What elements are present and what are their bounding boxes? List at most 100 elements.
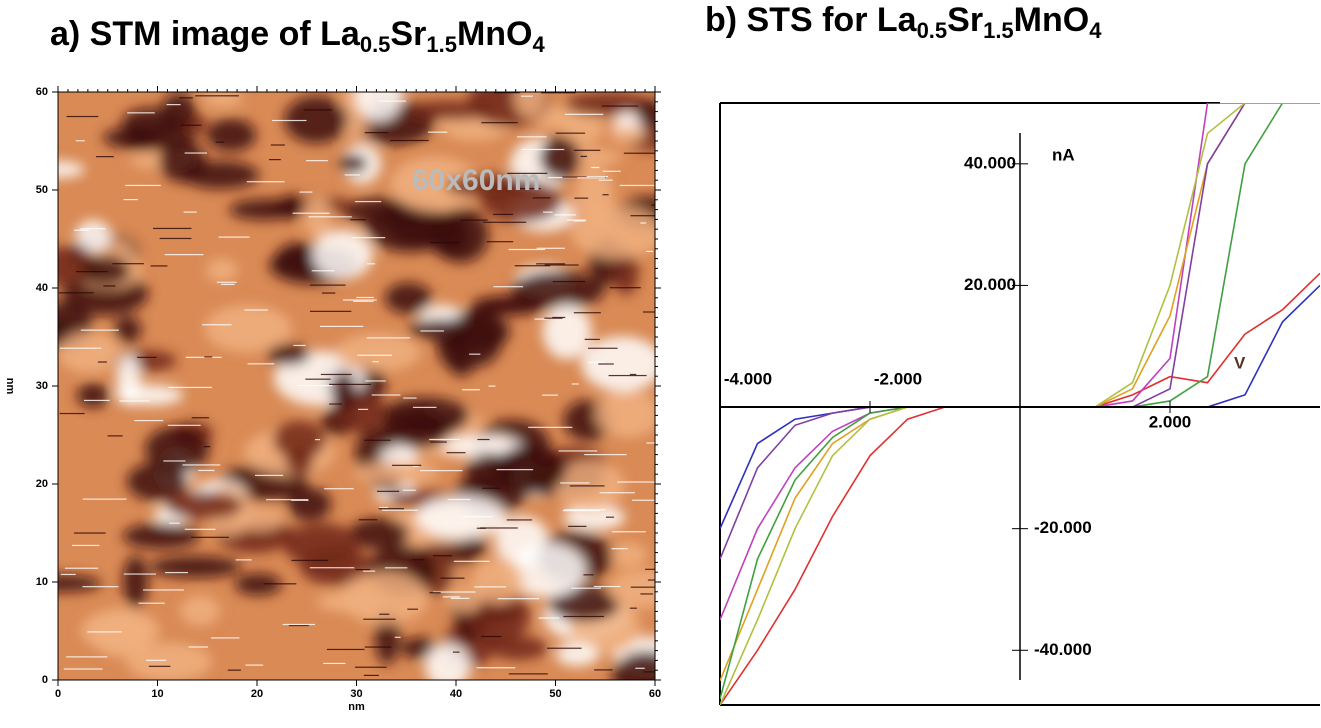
scan-streak — [506, 519, 533, 521]
scan-streak — [377, 490, 400, 492]
scan-streak — [407, 608, 418, 610]
scan-streak — [583, 574, 594, 576]
scan-streak — [266, 499, 309, 501]
scan-streak — [536, 247, 565, 249]
scan-streak — [412, 406, 437, 408]
scan-streak — [536, 263, 566, 265]
scan-streak — [315, 439, 321, 441]
y-axis-label: nA — [1052, 145, 1075, 164]
scan-streak — [560, 482, 590, 484]
scan-streak — [450, 597, 470, 599]
y-axis-label: nm — [4, 378, 16, 395]
scan-streak — [364, 646, 392, 648]
scan-streak — [412, 465, 419, 467]
texture-blob — [555, 642, 599, 667]
scan-streak — [601, 105, 639, 107]
scan-streak — [534, 318, 548, 320]
scan-streak — [521, 148, 565, 151]
texture-blob — [508, 542, 587, 598]
scan-streak — [566, 219, 587, 221]
scan-streak — [344, 174, 360, 176]
scan-streak — [571, 383, 579, 385]
texture-blob — [161, 92, 196, 130]
scan-streak — [292, 212, 330, 214]
scan-streak — [569, 485, 605, 487]
scan-streak — [270, 144, 285, 146]
scan-streak — [216, 281, 237, 283]
texture-blob — [122, 523, 200, 550]
scan-streak — [204, 356, 213, 358]
scan-streak — [299, 191, 313, 193]
scan-streak — [366, 263, 376, 265]
scan-streak — [497, 598, 540, 600]
scan-streak — [588, 347, 618, 349]
texture-blob — [609, 125, 646, 144]
texture-blob — [571, 205, 655, 259]
y-tick-label: -40.000 — [1034, 640, 1092, 659]
scan-streak — [611, 531, 646, 533]
scan-streak — [355, 200, 382, 203]
texture-blob — [449, 355, 474, 377]
scan-streak — [138, 602, 165, 604]
texture-blob — [90, 608, 151, 658]
scan-streak — [137, 356, 157, 358]
scan-streak — [59, 412, 85, 415]
scan-streak — [245, 664, 264, 666]
texture-blob — [471, 295, 545, 316]
scan-streak — [75, 271, 109, 273]
texture-blob — [428, 213, 470, 259]
scan-streak — [476, 667, 516, 669]
scan-streak — [488, 385, 496, 387]
scan-streak — [517, 136, 547, 138]
texture-blob — [338, 154, 368, 174]
scan-streak — [392, 464, 422, 466]
scan-streak — [303, 109, 333, 111]
y-tick-label: 20.000 — [964, 275, 1016, 294]
texture-blob — [445, 175, 532, 198]
x-tick-label: 0 — [55, 688, 61, 700]
scan-streak — [183, 211, 197, 213]
texture-blob — [312, 229, 373, 280]
scan-streak — [611, 548, 628, 550]
scan-streak — [619, 184, 655, 187]
scan-streak — [411, 559, 425, 561]
scan-streak — [588, 361, 606, 363]
scan-streak — [564, 113, 604, 115]
scan-streak — [429, 438, 460, 441]
scan-streak — [322, 292, 336, 294]
scan-streak — [198, 469, 215, 472]
texture-blob — [275, 242, 325, 276]
scan-streak — [544, 317, 563, 319]
scan-streak — [358, 408, 369, 410]
texture-blob — [400, 637, 438, 659]
scan-streak — [82, 586, 119, 588]
x-tick-label: 20 — [251, 688, 263, 700]
texture-blob — [179, 595, 221, 627]
scan-streak — [630, 215, 655, 217]
scan-streak — [430, 241, 460, 244]
scan-streak — [640, 593, 653, 595]
texture-blob — [284, 96, 349, 144]
texture-blob — [205, 258, 238, 283]
scan-streak — [363, 674, 379, 676]
texture-blob — [424, 643, 471, 680]
scan-streak — [351, 237, 386, 239]
scan-streak — [66, 115, 99, 118]
scan-streak — [528, 426, 573, 428]
scan-streak — [272, 119, 307, 122]
scan-streak — [384, 567, 408, 569]
y-tick-label: 30 — [36, 380, 48, 392]
scan-streak — [609, 287, 641, 289]
scan-streak — [244, 309, 268, 311]
y-tick-label: 10 — [36, 576, 48, 588]
y-tick-label: 40.000 — [964, 153, 1016, 172]
texture-blob — [114, 316, 142, 344]
scan-streak — [163, 460, 186, 462]
texture-blob — [340, 571, 430, 625]
scan-streak — [215, 141, 225, 143]
scan-streak — [594, 669, 613, 671]
scan-streak — [326, 648, 365, 651]
texture-blob — [471, 557, 524, 605]
scan-streak — [574, 197, 589, 199]
scan-streak — [59, 347, 102, 349]
